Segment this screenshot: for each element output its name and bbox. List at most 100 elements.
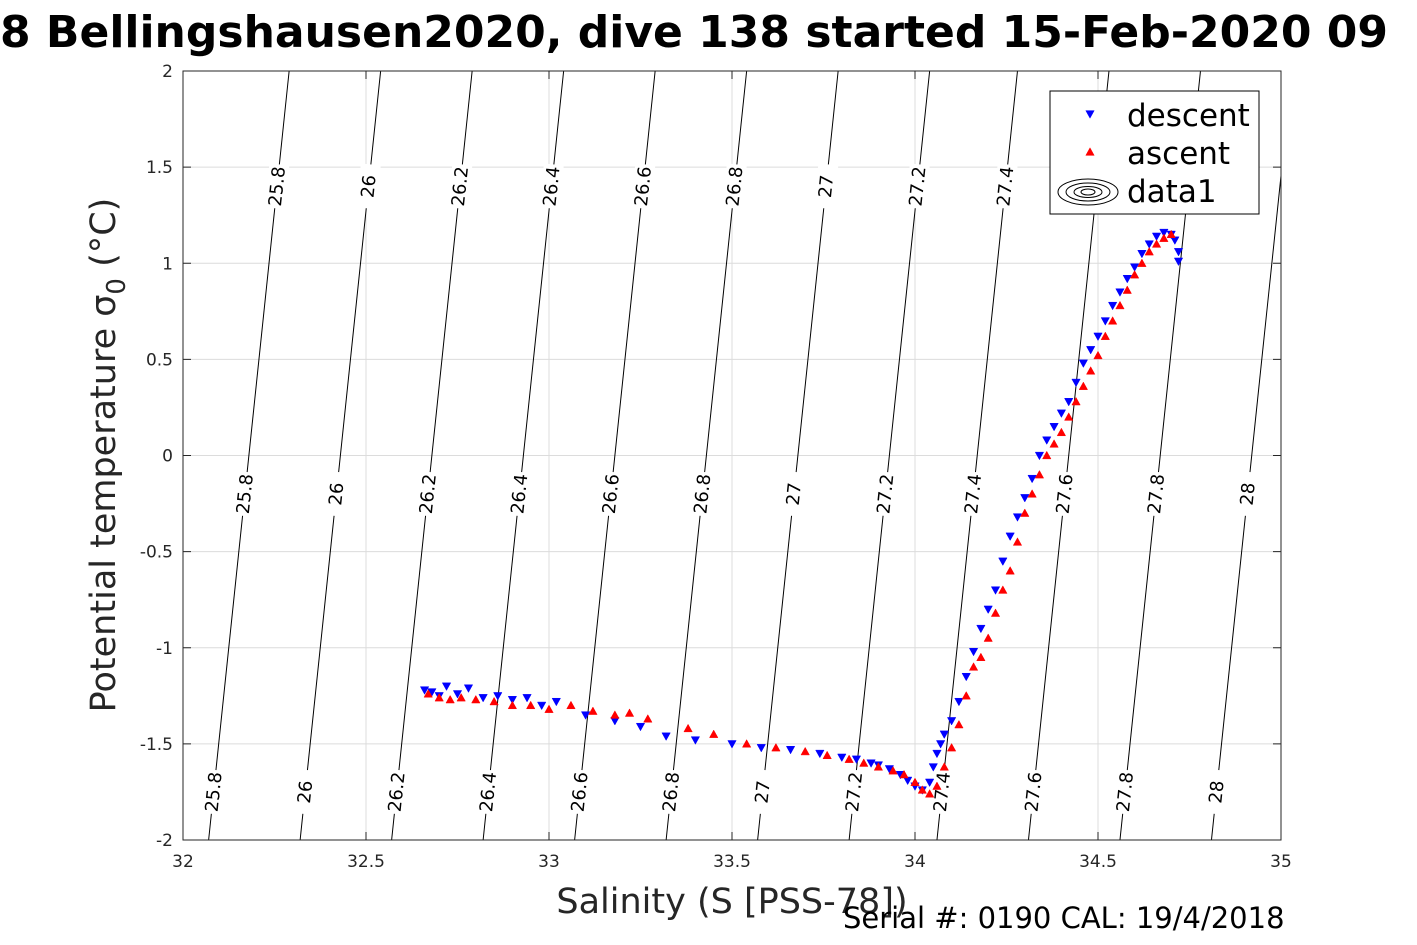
descent-point — [441, 682, 452, 691]
y-tick-label: -0.5 — [140, 543, 173, 563]
descent-point — [1137, 250, 1147, 259]
ascent-point — [859, 758, 869, 767]
contour-label: 26 — [357, 174, 380, 199]
contour-label: 26 — [325, 482, 348, 507]
contour-label-bg — [324, 471, 349, 517]
legend-descent-label: descent — [1127, 98, 1250, 134]
contour-label-bg — [447, 163, 473, 210]
descent-point — [727, 740, 737, 749]
y-tick-label: -1 — [156, 639, 173, 659]
ascent-point — [1078, 381, 1088, 390]
contour-label: 27.2 — [873, 473, 898, 515]
descent-point — [961, 672, 971, 682]
descent-point — [939, 730, 949, 739]
descent-point — [998, 557, 1008, 566]
ascent-point — [643, 714, 653, 723]
descent-point — [1012, 513, 1023, 522]
descent-point — [522, 694, 532, 703]
ascent-point — [1093, 350, 1103, 360]
descent-point — [851, 755, 862, 764]
contour-label: 25.8 — [233, 473, 258, 515]
contour-label-bg — [658, 769, 684, 815]
ascent-point — [456, 693, 466, 702]
descent-point — [1078, 359, 1088, 368]
contour-label-bg — [873, 471, 898, 517]
descent-point — [463, 684, 474, 693]
x-axis-ticks: 32 32.5 33 33.5 34 34.5 35 — [172, 71, 1292, 872]
descent-point — [1151, 232, 1162, 242]
descent-point — [1042, 436, 1052, 445]
y-tick-label: 0.5 — [146, 350, 173, 370]
contour-label: 26.6 — [599, 473, 624, 515]
legend-contour-swatch — [1073, 186, 1103, 198]
contour-label-bg — [722, 163, 747, 210]
ascent-point — [471, 694, 481, 704]
legend-ascent-marker — [1085, 147, 1095, 156]
contour-label: 26.8 — [659, 771, 684, 813]
ascent-point — [800, 746, 810, 756]
descent-point — [580, 711, 591, 720]
descent-point — [1071, 378, 1081, 388]
ascent-point — [1122, 285, 1132, 294]
ascent-point — [1034, 470, 1045, 479]
contour-label-bg — [415, 471, 441, 517]
descent-point — [419, 686, 430, 695]
contour-label: 27.4 — [993, 165, 1018, 207]
contour-label: 28 — [1237, 482, 1260, 507]
y-tick-label: 1 — [162, 254, 173, 274]
descent-point — [1144, 240, 1154, 249]
descent-point — [1027, 474, 1037, 484]
ascent-point — [1159, 233, 1169, 242]
ascent-point — [998, 585, 1008, 594]
ascent-point — [624, 708, 635, 717]
legend-descent-marker — [1085, 110, 1095, 119]
descent-point — [954, 697, 964, 707]
ascent-point — [610, 710, 620, 719]
contour-label-bg — [993, 163, 1018, 210]
contour-label-bg — [598, 471, 624, 517]
contour-label-bg — [356, 163, 381, 210]
contour-label-bg — [960, 471, 986, 517]
ascent-point — [709, 729, 719, 738]
descent-point — [928, 763, 938, 772]
ascent-point — [489, 696, 499, 706]
ascent-point — [954, 719, 964, 729]
descent-point — [815, 749, 825, 759]
descent-point — [1064, 398, 1074, 407]
chart-title: 8 Bellingshausen2020, dive 138 started 1… — [0, 7, 1388, 58]
data-series — [419, 228, 1184, 798]
contour-label-bg — [264, 163, 290, 210]
ascent-point — [1166, 229, 1176, 239]
y-tick-label: 0 — [162, 447, 173, 467]
contour-label: 26.2 — [385, 771, 410, 813]
contour-label-bg — [475, 769, 501, 815]
y-label-part: Potential temperature σ — [84, 295, 124, 713]
contour-label: 27.2 — [842, 771, 867, 813]
series-descent — [419, 228, 1184, 795]
descent-point — [1093, 332, 1103, 342]
contour-label-bg — [1112, 769, 1138, 815]
contour-label-bg — [384, 769, 409, 815]
contour-label-bg — [905, 163, 930, 210]
contour-label-bg — [292, 769, 318, 815]
ascent-point — [1064, 412, 1074, 421]
ascent-point — [961, 691, 971, 700]
ascent-point — [844, 754, 854, 763]
contour-label: 26.4 — [540, 165, 565, 207]
ascent-point — [946, 743, 957, 752]
descent-point — [1049, 423, 1059, 432]
ascent-point — [1100, 331, 1110, 340]
contour-label: 28 — [1205, 780, 1228, 805]
contour-label-bg — [201, 769, 226, 815]
ascent-point — [1020, 508, 1030, 517]
ascent-point — [822, 750, 832, 760]
contour-label-bg — [507, 471, 532, 517]
descent-point — [1034, 451, 1045, 461]
contour-label: 27.8 — [1113, 771, 1138, 813]
legend-contour-swatch — [1057, 178, 1119, 206]
descent-point — [1108, 301, 1118, 311]
contour-label: 27.4 — [961, 473, 986, 515]
ascent-point — [1027, 489, 1037, 498]
ascent-point — [1005, 566, 1015, 575]
